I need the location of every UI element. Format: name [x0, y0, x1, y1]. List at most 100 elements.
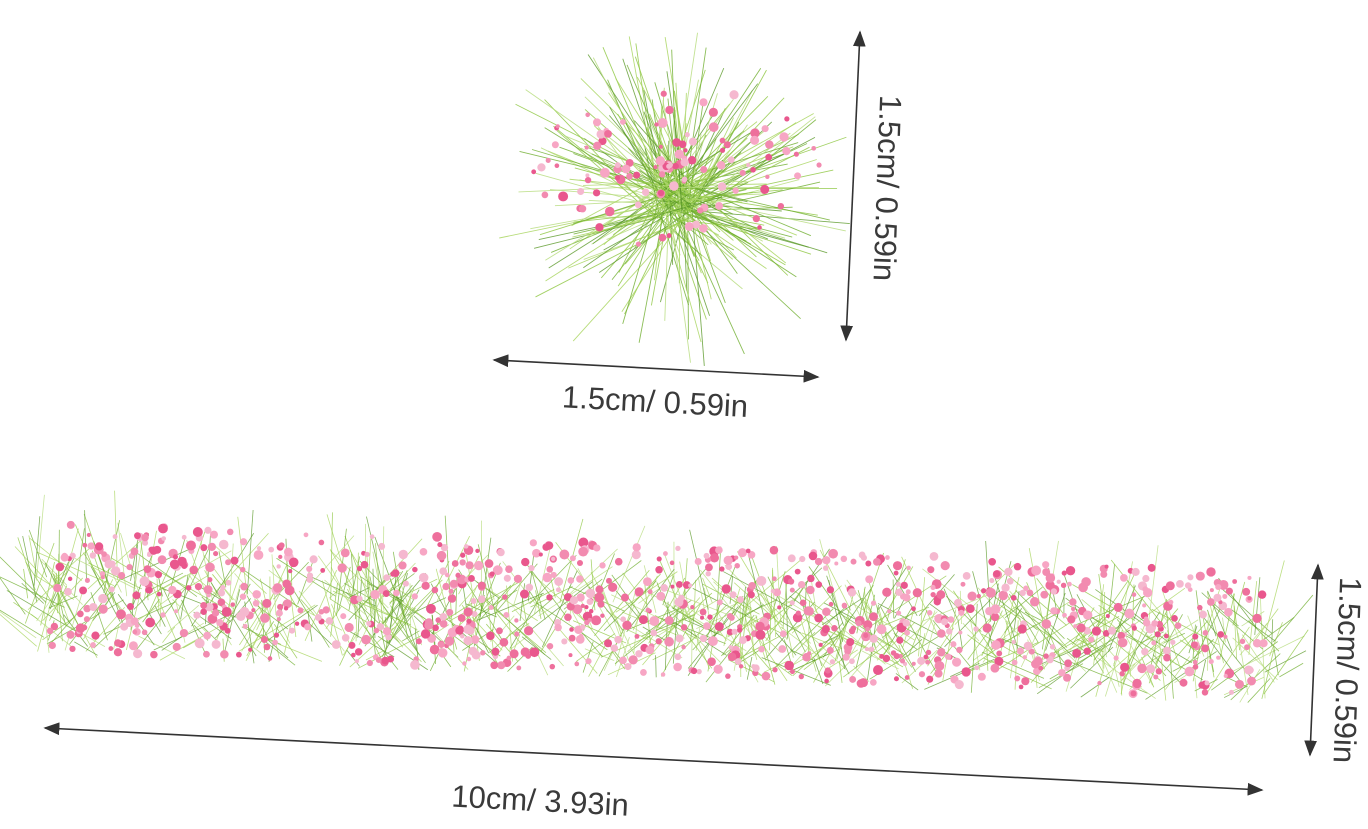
grass-blade [1013, 590, 1020, 633]
flower [1045, 573, 1056, 583]
flower [120, 622, 129, 631]
flower [568, 634, 576, 642]
grass-blade [478, 584, 512, 622]
flower [370, 589, 380, 600]
flower [739, 636, 747, 645]
grass-blade [529, 566, 546, 620]
flower [468, 575, 475, 582]
flower [460, 552, 466, 558]
flower [1252, 613, 1262, 623]
grass-blade [673, 200, 769, 240]
flower [1228, 689, 1234, 695]
grass-blade [834, 590, 855, 662]
flower [181, 534, 187, 540]
grass-blade [1163, 620, 1209, 672]
flower [1247, 575, 1252, 580]
flower [150, 650, 158, 659]
flower [869, 634, 878, 643]
grass-blade [1120, 627, 1135, 695]
grass-blade [677, 83, 759, 190]
flower [1013, 562, 1022, 571]
flower [863, 632, 869, 638]
grass-blade [700, 569, 754, 638]
flower [912, 588, 922, 598]
grass-blade [212, 543, 267, 594]
flower [719, 566, 725, 572]
flower [477, 595, 486, 603]
flower [561, 638, 568, 645]
flower [1217, 631, 1225, 638]
flower [899, 658, 906, 664]
grass-blade [21, 582, 45, 604]
flower [1065, 565, 1076, 576]
flower [1049, 644, 1056, 650]
grass-blade [702, 583, 760, 615]
flower [126, 602, 134, 611]
flower [586, 598, 594, 606]
flower [1038, 665, 1044, 671]
flower [46, 627, 54, 635]
grass-blade [675, 180, 757, 258]
flower [858, 551, 866, 559]
grass-blade [190, 572, 236, 611]
flower [503, 611, 510, 618]
grass-blade [237, 516, 248, 596]
flower [733, 555, 739, 560]
flower [1206, 567, 1216, 577]
flower [546, 594, 553, 601]
flower [674, 597, 684, 607]
flower [760, 184, 770, 194]
flower [692, 220, 701, 229]
flower [797, 580, 806, 589]
flower [86, 532, 91, 538]
grass-blade [892, 579, 895, 619]
flower [769, 545, 779, 555]
grass-blade [598, 584, 636, 656]
flower [700, 615, 705, 620]
grass-blade [799, 594, 823, 667]
flower [592, 189, 601, 197]
flower [628, 655, 638, 665]
grass-blade [662, 163, 729, 182]
grass-blade [812, 608, 845, 637]
flower [1176, 580, 1184, 588]
grass-blade [559, 518, 584, 603]
flower [224, 627, 231, 634]
flower [126, 564, 133, 571]
flower [1021, 677, 1030, 686]
flower [1204, 680, 1210, 686]
flower [1252, 639, 1262, 648]
flower [100, 575, 105, 580]
flower [141, 629, 148, 636]
dimension-arrow [1304, 563, 1324, 757]
flower [1113, 602, 1123, 612]
flower [1206, 598, 1215, 606]
flower [448, 588, 454, 594]
flower [489, 571, 495, 577]
flower [1202, 630, 1209, 636]
flower [902, 619, 910, 627]
flower [252, 590, 261, 599]
flower [806, 585, 815, 595]
flower [477, 581, 486, 590]
flower [826, 586, 835, 594]
flower [146, 552, 152, 558]
flower [930, 592, 936, 598]
grass-blade [167, 604, 200, 633]
flower [896, 610, 902, 616]
flower [614, 557, 623, 566]
flower [585, 112, 590, 118]
flower [814, 557, 823, 566]
grass-blade [230, 584, 241, 617]
grass-blade [693, 136, 847, 192]
grass-blade [690, 617, 695, 641]
flower [660, 672, 666, 677]
grass-blade [861, 650, 899, 670]
grass-blade [780, 626, 832, 666]
flower [738, 664, 744, 669]
flower [816, 162, 822, 168]
flower [709, 553, 720, 563]
flower [1184, 666, 1195, 677]
grass-blade [671, 49, 679, 205]
grass-blade [716, 546, 722, 611]
